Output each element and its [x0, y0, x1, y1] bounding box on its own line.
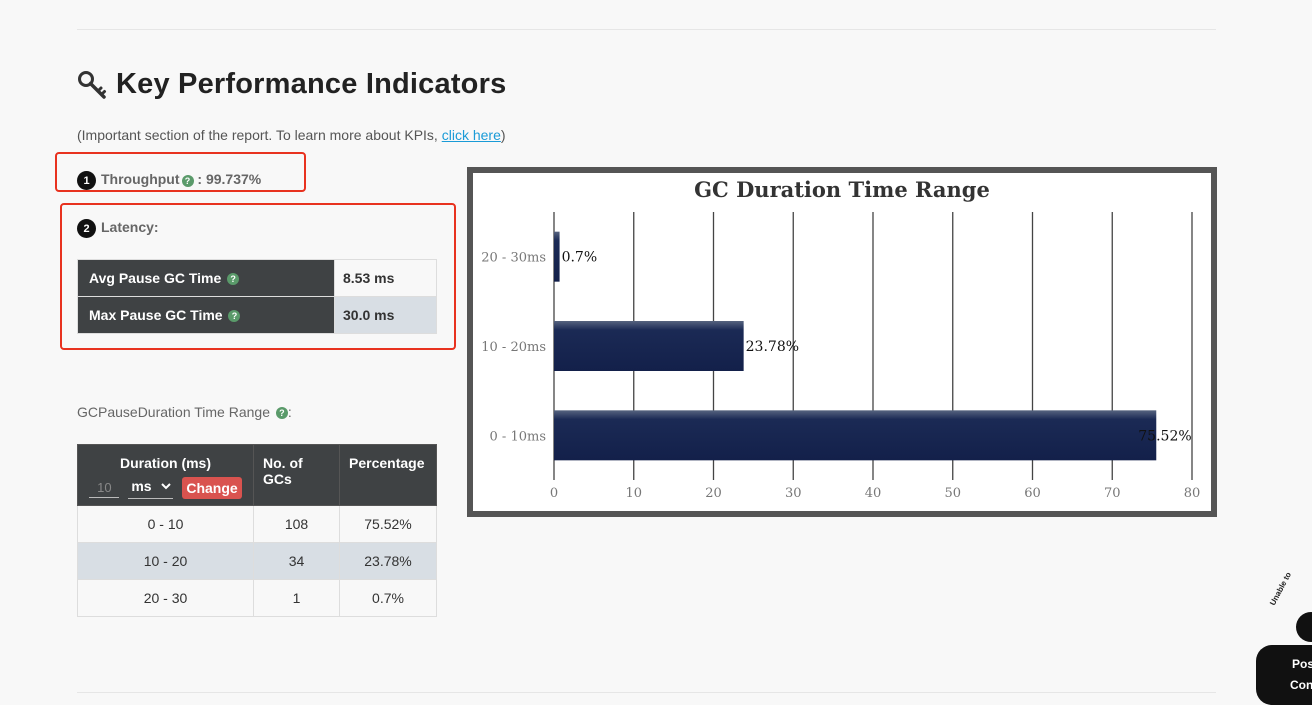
unit-select[interactable]: ms	[128, 476, 174, 499]
chart-canvas: GC Duration Time Range 0 10 20 30 40 50 60 70 80…	[481, 177, 1201, 501]
bar-value-label: 0.7%	[562, 250, 598, 266]
section-heading: Key Performance Indicators	[77, 68, 506, 101]
x-tick-label: 30	[785, 486, 802, 501]
gc-duration-chart: GC Duration Time Range 0 10 20 30 40 50 60 70 80…	[467, 167, 1217, 517]
throughput-highlight-box	[55, 152, 306, 192]
gcs-cell: 108	[253, 505, 340, 543]
table-row: 10 - 20 34 23.78%	[77, 542, 437, 580]
throughput-value: : 99.737%	[197, 171, 262, 188]
table-row: Max Pause GC Time ? 30.0 ms	[77, 296, 437, 334]
x-tick-label: 60	[1024, 486, 1041, 501]
x-tick-label: 50	[944, 486, 961, 501]
duration-cell: 0 - 10	[77, 505, 254, 543]
chevron-down-icon	[161, 482, 172, 489]
help-icon[interactable]: ?	[227, 273, 240, 286]
throughput-kpi: 1 Throughput? : 99.737%	[77, 171, 261, 190]
page-title: Key Performance Indicators	[116, 68, 507, 100]
widget-arc-text: Unable to	[1268, 570, 1294, 607]
x-tick-label: 80	[1184, 486, 1201, 501]
avg-pause-label: Avg Pause GC Time	[89, 270, 222, 286]
kpi-learn-more-link[interactable]: click here	[441, 127, 501, 143]
x-tick-label: 40	[865, 486, 882, 501]
top-divider	[77, 29, 1216, 30]
y-category-label: 10 - 20ms	[481, 340, 546, 355]
x-tick-label: 20	[705, 486, 722, 501]
section-intro: (Important section of the report. To lea…	[77, 127, 506, 143]
throughput-label: Throughput	[101, 171, 180, 188]
key-icon	[78, 70, 106, 99]
latency-table: Avg Pause GC Time ? 8.53 ms Max Pause GC…	[77, 259, 437, 334]
gcs-cell: 34	[253, 542, 340, 580]
table-row: 0 - 10 108 75.52%	[77, 505, 437, 543]
table-header-row: Duration (ms) ms Change No. of GCs Perce…	[77, 444, 437, 506]
y-category-label: 20 - 30ms	[481, 251, 546, 266]
avg-pause-value: 8.53 ms	[334, 259, 437, 297]
help-icon[interactable]: ?	[275, 407, 288, 420]
floating-widget[interactable]: Pos Con	[1256, 645, 1312, 705]
max-pause-value: 30.0 ms	[334, 296, 437, 334]
x-tick-label: 70	[1104, 486, 1121, 501]
duration-header: Duration (ms)	[120, 455, 211, 471]
x-tick-label: 10	[625, 486, 642, 501]
chart-bar	[554, 231, 560, 282]
x-tick-label: 0	[550, 486, 558, 501]
percentage-header: Percentage	[339, 444, 437, 506]
percentage-cell: 75.52%	[339, 505, 437, 543]
widget-icon[interactable]	[1296, 612, 1312, 642]
latency-highlight-box	[60, 203, 456, 350]
max-pause-label: Max Pause GC Time	[89, 307, 223, 323]
bottom-divider	[77, 692, 1216, 693]
chart-bar	[554, 321, 744, 371]
percentage-cell: 23.78%	[339, 542, 437, 580]
gcs-header: No. of GCs	[253, 444, 340, 506]
bar-value-label: 23.78%	[746, 339, 799, 355]
chart-title: GC Duration Time Range	[694, 177, 990, 202]
gc-range-heading: GCPauseDuration Time Range ?:	[77, 404, 292, 420]
percentage-cell: 0.7%	[339, 579, 437, 617]
number-badge-2: 2	[77, 219, 96, 238]
help-icon[interactable]: ?	[228, 310, 241, 323]
table-row: Avg Pause GC Time ? 8.53 ms	[77, 259, 437, 297]
bar-value-label: 75.52%	[1138, 428, 1191, 444]
duration-interval-input[interactable]	[89, 477, 120, 498]
table-row: 20 - 30 1 0.7%	[77, 579, 437, 617]
chart-bar	[554, 410, 1157, 461]
latency-label: Latency:	[101, 219, 159, 236]
gcs-cell: 1	[253, 579, 340, 617]
change-button[interactable]: Change	[182, 476, 242, 499]
latency-kpi: 2 Latency:	[77, 219, 159, 238]
duration-cell: 10 - 20	[77, 542, 254, 580]
help-icon[interactable]: ?	[181, 174, 194, 187]
gc-duration-table: Duration (ms) ms Change No. of GCs Perce…	[77, 444, 437, 617]
duration-cell: 20 - 30	[77, 579, 254, 617]
number-badge-1: 1	[77, 171, 96, 190]
y-category-label: 0 - 10ms	[490, 429, 546, 444]
